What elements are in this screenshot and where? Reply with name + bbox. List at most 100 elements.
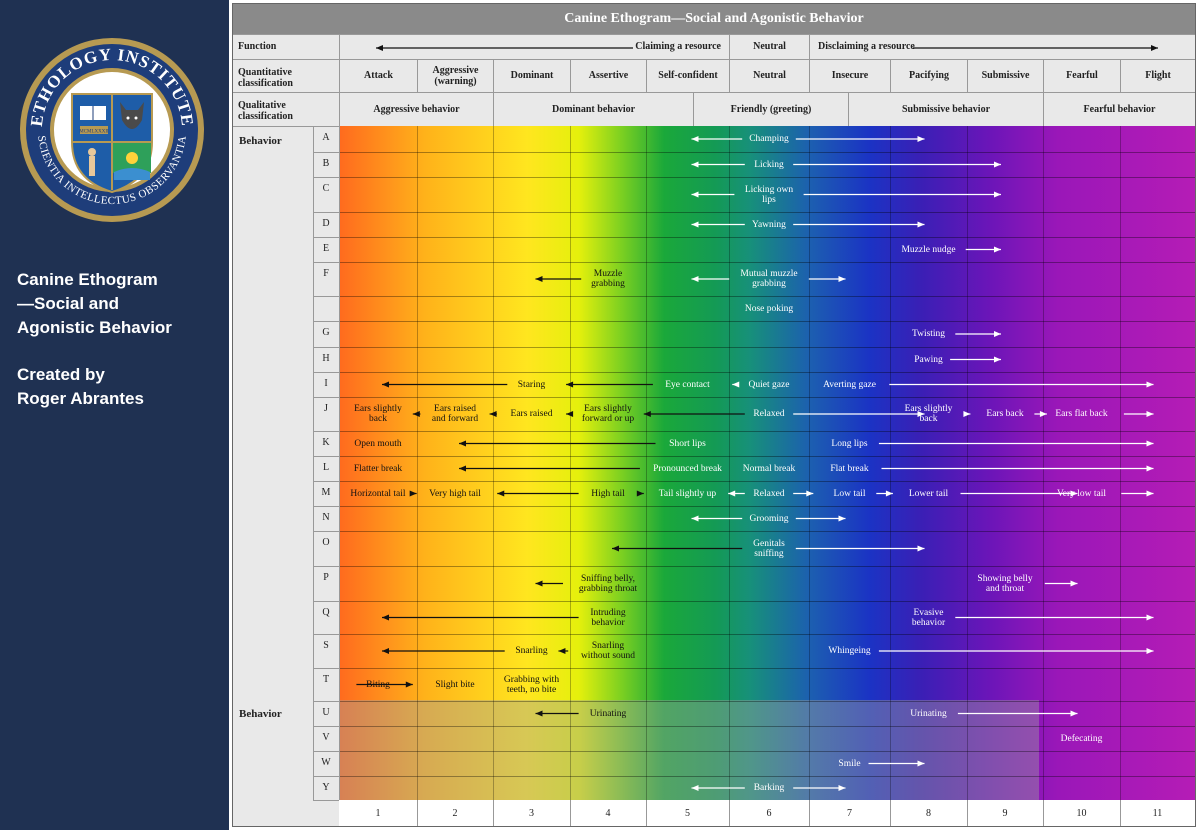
behavior-arrow-left — [643, 411, 745, 417]
behavior-entry-line: Defecating — [1060, 733, 1103, 744]
sidebar-credit: Created by Roger Abrantes — [17, 363, 222, 411]
letter-row-line — [313, 601, 339, 602]
row-letter: B — [322, 158, 330, 169]
grid-row-line — [339, 177, 1195, 178]
letter-row-line — [313, 726, 339, 727]
behavior-arrow-left — [409, 490, 417, 497]
header-divider — [233, 34, 1195, 35]
behavior-entry: Whingeing — [805, 646, 895, 656]
behavior-entry: Short lips — [643, 439, 733, 449]
row-letter: A — [322, 132, 330, 143]
qual-cell-3: Friendly (greeting) — [693, 92, 848, 126]
behavior-entry: Flat break — [805, 464, 895, 474]
behavior-entry-line: Showing belly — [977, 573, 1033, 584]
header-divider — [233, 92, 1195, 93]
behavior-entry: Pronounced break — [643, 464, 733, 474]
column-number: 9 — [1002, 808, 1008, 819]
grid-row-line — [339, 237, 1195, 238]
behavior-entry-line: behavior — [911, 617, 946, 628]
grid-row-line — [339, 751, 1195, 752]
behavior-entry-line: lips — [762, 194, 776, 205]
behavior-entry-line: Normal break — [742, 463, 796, 474]
quant-cell-2: Aggressive (warning) — [417, 59, 493, 92]
grid-row-line — [339, 456, 1195, 457]
behavior-entry-line: sniffing — [754, 548, 784, 559]
row-letter: L — [322, 462, 330, 473]
behavior-entry-line: Biting — [366, 679, 390, 690]
behavior-entry: Showing belly and throat — [960, 574, 1050, 594]
row-letter: G — [322, 327, 330, 338]
behavior-arrow-left — [691, 191, 735, 198]
behavior-arrow-left — [691, 136, 743, 142]
function-cell-text: Disclaiming a resource — [818, 41, 915, 52]
grid-column-line — [417, 126, 418, 800]
qual-cell-5: Fearful behavior — [1043, 92, 1195, 126]
grid-column-line — [1043, 126, 1044, 800]
behavior-entry: Licking own lips — [724, 185, 814, 205]
behavior-entry-line: Whingeing — [828, 646, 871, 656]
behavior-arrow-right — [793, 161, 1001, 168]
letter-row-line — [313, 634, 339, 635]
grid-row-line — [339, 481, 1195, 482]
letter-row-line — [313, 296, 339, 297]
behavior-entry: Smile — [805, 759, 895, 769]
behavior-entry-line: Evasive — [913, 607, 944, 618]
behavior-entry: Ears raised — [487, 409, 577, 419]
grid-row-line — [339, 321, 1195, 322]
behavior-entry: Barking — [724, 783, 814, 793]
column-number: 10 — [1076, 808, 1087, 819]
letter-row-line — [313, 237, 339, 238]
behavior-entry: Ears flat back — [1037, 409, 1127, 419]
grid-row-line — [339, 506, 1195, 507]
grid-row-line — [339, 726, 1195, 727]
behavior-entry: Defecating — [1037, 734, 1127, 744]
quant-cell-7: Insecure — [809, 59, 890, 92]
row-letter: H — [322, 353, 330, 364]
behavior-entry-line: Very low tail — [1056, 488, 1107, 499]
letter-row-line — [313, 152, 339, 153]
behavior-entry-line: Staring — [517, 379, 546, 390]
quant-cell-9: Submissive — [967, 59, 1043, 92]
faded-overlay — [339, 700, 1039, 800]
row-letter: P — [323, 572, 329, 583]
column-number: 4 — [605, 808, 611, 819]
behavior-entry-line: Muzzle — [593, 269, 623, 279]
behavior-entry-line: Ears slightly — [354, 404, 402, 414]
letter-row-line — [313, 397, 339, 398]
behavior-arrow-right — [963, 411, 971, 417]
behavior-entry-line: Quiet gaze — [748, 379, 790, 390]
behavior-arrow-left — [535, 580, 563, 587]
grid-column-line — [967, 126, 968, 800]
behavior-entry: Licking — [724, 160, 814, 170]
qual-cell-2: Dominant behavior — [493, 92, 693, 126]
behavior-entry: Twisting — [884, 329, 974, 339]
behavior-entry-line: Relaxed — [753, 488, 785, 499]
behavior-entry-line: Short lips — [669, 438, 706, 449]
quant-cell-5: Self-confident — [646, 59, 729, 92]
behavior-label: Behavior — [239, 135, 282, 147]
row-letter: S — [323, 640, 329, 651]
behavior-entry-line: Twisting — [911, 329, 946, 339]
behavior-entry: Yawning — [724, 220, 814, 230]
column-number: 5 — [685, 808, 690, 819]
behavior-arrow-right — [955, 614, 1154, 621]
behavior-arrow-left — [612, 545, 743, 552]
letter-row-line — [313, 531, 339, 532]
behavior-entry-line: Flatter break — [353, 463, 403, 474]
quantitative-label: Quantitative classification — [238, 67, 293, 89]
qual-cell-4: Submissive behavior — [848, 92, 1043, 126]
behavior-arrow-left — [566, 411, 574, 417]
behavior-entry: Mutual muzzle grabbing — [724, 269, 814, 289]
behavior-entry: Slight bite — [410, 680, 500, 690]
letter-row-line — [313, 701, 339, 702]
row-letter: J — [324, 403, 328, 414]
function-cell-2: Neutral — [729, 34, 809, 59]
column-number: 6 — [766, 808, 772, 819]
letter-row-line — [313, 372, 339, 373]
number-divider — [967, 800, 968, 826]
behavior-entry: Genitals sniffing — [724, 539, 814, 559]
grid-row-line — [339, 296, 1195, 297]
behavior-entry-line: Grabbing with — [503, 674, 560, 685]
behavior-entry: Normal break — [724, 464, 814, 474]
behavior-arrow-left — [459, 440, 656, 447]
